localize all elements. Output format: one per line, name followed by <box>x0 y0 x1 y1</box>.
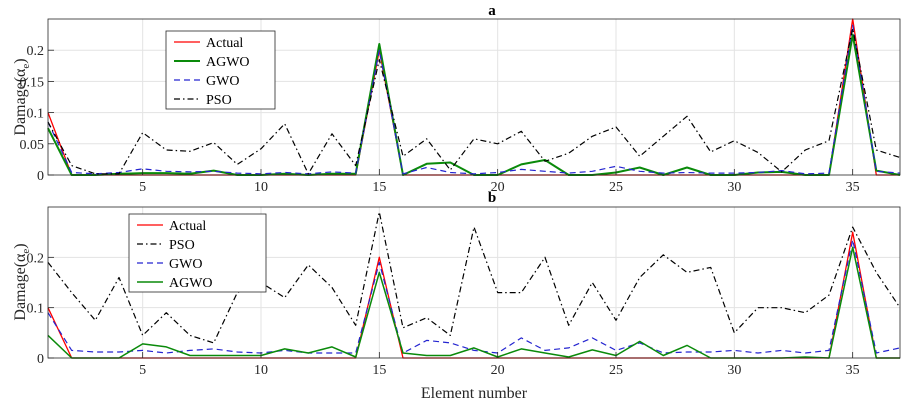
panel-b-ytick-label: 0 <box>37 352 44 367</box>
legend-label-actual: Actual <box>206 36 243 51</box>
panel-a-ylabel-close: ) <box>12 58 29 63</box>
panel-b-ylabel: Damage(αe) <box>12 243 32 320</box>
panel-a-series-pso-line <box>47 27 901 175</box>
legend-label-agwo: AGWO <box>206 55 250 70</box>
panel-a-xtick-label: 30 <box>727 180 741 195</box>
legend-label-pso: PSO <box>169 238 195 253</box>
panel-b-xtick-label: 10 <box>254 363 268 378</box>
panel-a-ytick-label: 0.05 <box>20 138 45 153</box>
panel-b-xtick-label: 5 <box>139 363 146 378</box>
panel-b-title: b <box>488 190 496 206</box>
panel-a-ytick-label: 0.15 <box>20 75 45 90</box>
panel-a-xtick-label: 35 <box>846 180 860 195</box>
panel-b-ytick-label: 0.2 <box>27 251 45 266</box>
panel-a-legend: Actual AGWO GWO PSO <box>165 30 276 110</box>
panel-a-series-gwo-line <box>47 24 901 175</box>
panel-b-axes-box <box>47 206 901 359</box>
panel-a-ylabel-subscript: e <box>20 64 32 69</box>
panel-a-title: a <box>488 3 496 19</box>
panel-b-xlabel: Element number <box>421 385 528 402</box>
panel-a-xtick-label: 10 <box>254 180 268 195</box>
legend-label-gwo: GWO <box>169 257 202 272</box>
panel-b-xtick-label: 20 <box>491 363 505 378</box>
panel-b-series-gwo-line <box>47 239 901 354</box>
panel-b-xtick-label: 30 <box>727 363 741 378</box>
panel-b-series-pso-line <box>47 211 901 344</box>
panel-b-xtick-label: 35 <box>846 363 860 378</box>
legend-label-pso: PSO <box>206 93 232 108</box>
panel-b-ylabel-subscript: e <box>20 249 32 254</box>
panel-a: a 5 10 15 20 25 30 35 0 0.05 0.1 0.15 0.2 Damage(αe… <box>12 3 901 195</box>
panel-a-ylabel: Damage(αe) <box>12 58 32 135</box>
panel-a-xtick-label: 20 <box>491 180 505 195</box>
panel-a-xtick-label: 25 <box>609 180 623 195</box>
panel-a-ytick-label: 0.1 <box>27 107 45 122</box>
panel-b: b 5 10 15 20 25 30 35 0 0.1 0.2 Damage(αe) Elemen… <box>12 190 901 402</box>
panel-a-axes-box <box>47 18 901 176</box>
legend-label-gwo: GWO <box>206 74 239 89</box>
panel-a-xtick-label: 5 <box>139 180 146 195</box>
panel-b-ylabel-main: Damage(α <box>12 253 29 321</box>
panel-a-legend-box <box>165 30 276 110</box>
panel-a-ticks: 5 10 15 20 25 30 35 0 0.05 0.1 0.15 0.2 <box>20 44 860 195</box>
panel-a-ytick-label: 0.2 <box>27 44 45 59</box>
panel-b-xtick-label: 15 <box>372 363 386 378</box>
panel-a-ytick-label: 0 <box>37 169 44 184</box>
panel-b-ytick-label: 0.1 <box>27 302 45 317</box>
panel-b-ticks: 5 10 15 20 25 30 35 0 0.1 0.2 <box>27 251 860 378</box>
panel-b-xtick-label: 25 <box>609 363 623 378</box>
panel-b-legend-box <box>128 213 267 293</box>
legend-label-agwo: AGWO <box>169 276 213 291</box>
panel-a-ylabel-main: Damage(α <box>12 68 29 136</box>
panel-a-xtick-label: 15 <box>372 180 386 195</box>
panel-b-legend: Actual PSO GWO AGWO <box>128 213 267 293</box>
legend-label-actual: Actual <box>169 219 206 234</box>
panel-b-ylabel-close: ) <box>12 243 29 248</box>
